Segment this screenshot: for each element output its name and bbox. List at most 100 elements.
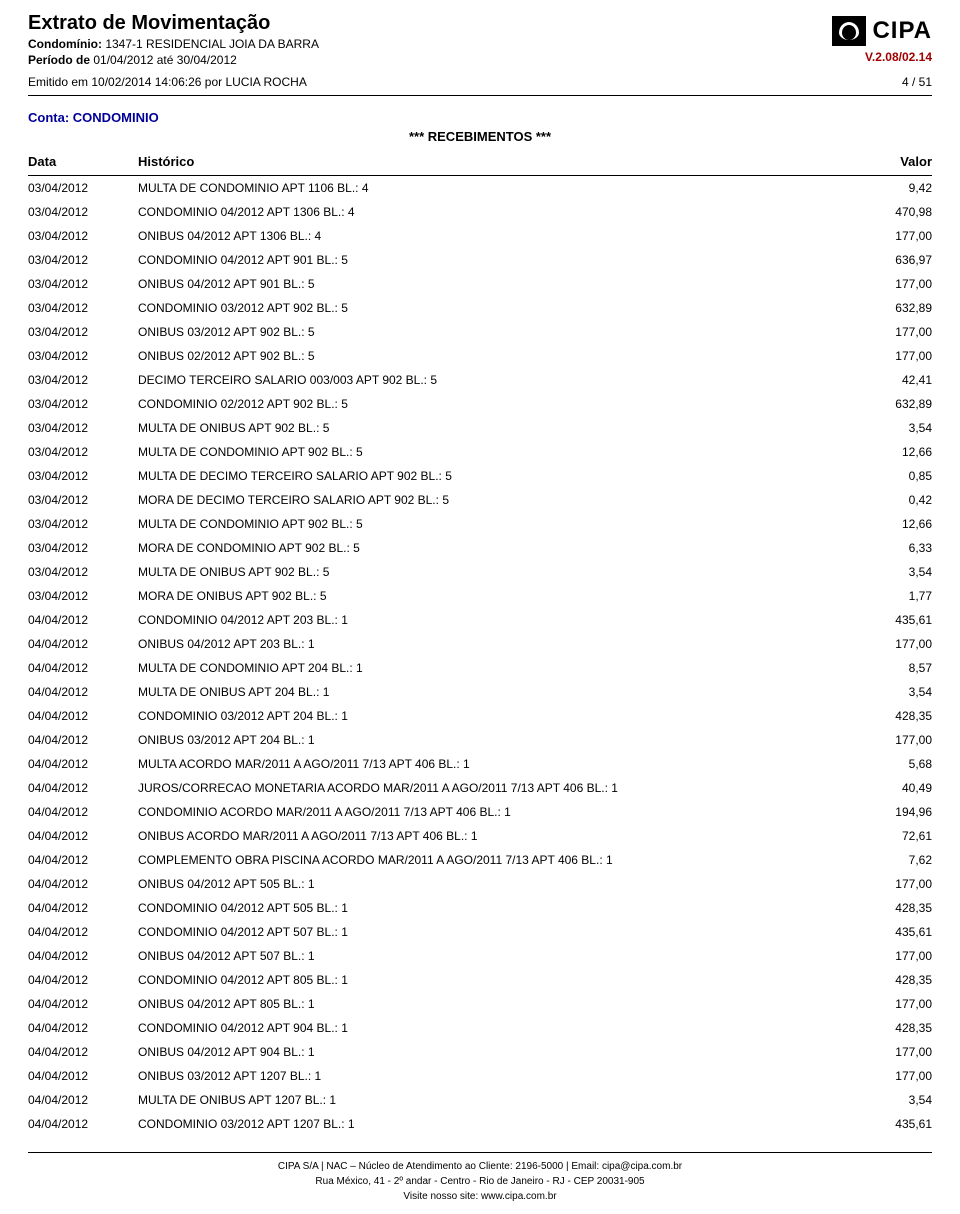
cell-data: 03/04/2012 <box>28 584 138 608</box>
table-row: 03/04/2012MULTA DE CONDOMINIO APT 902 BL… <box>28 512 932 536</box>
cell-valor: 7,62 <box>842 848 932 872</box>
table-row: 03/04/2012ONIBUS 02/2012 APT 902 BL.: 51… <box>28 344 932 368</box>
table-row: 04/04/2012MULTA ACORDO MAR/2011 A AGO/20… <box>28 752 932 776</box>
cell-data: 04/04/2012 <box>28 920 138 944</box>
cell-historico: DECIMO TERCEIRO SALARIO 003/003 APT 902 … <box>138 368 842 392</box>
table-row: 04/04/2012CONDOMINIO 04/2012 APT 203 BL.… <box>28 608 932 632</box>
table-row: 04/04/2012ONIBUS 04/2012 APT 507 BL.: 11… <box>28 944 932 968</box>
cell-valor: 177,00 <box>842 1040 932 1064</box>
cell-data: 03/04/2012 <box>28 344 138 368</box>
table-row: 04/04/2012MULTA DE CONDOMINIO APT 204 BL… <box>28 656 932 680</box>
cell-historico: MULTA DE ONIBUS APT 902 BL.: 5 <box>138 416 842 440</box>
cell-data: 03/04/2012 <box>28 536 138 560</box>
cell-historico: MULTA DE ONIBUS APT 1207 BL.: 1 <box>138 1088 842 1112</box>
period-line: Período de 01/04/2012 até 30/04/2012 <box>28 53 832 67</box>
table-row: 03/04/2012CONDOMINIO 04/2012 APT 1306 BL… <box>28 200 932 224</box>
cell-historico: CONDOMINIO 04/2012 APT 904 BL.: 1 <box>138 1016 842 1040</box>
cell-valor: 177,00 <box>842 224 932 248</box>
table-row: 03/04/2012CONDOMINIO 02/2012 APT 902 BL.… <box>28 392 932 416</box>
header: Extrato de Movimentação Condomínio: 1347… <box>28 12 932 69</box>
brand-block: CIPA V.2.08/02.14 <box>832 12 932 64</box>
cell-valor: 632,89 <box>842 392 932 416</box>
table-row: 04/04/2012CONDOMINIO 03/2012 APT 204 BL.… <box>28 704 932 728</box>
cell-data: 04/04/2012 <box>28 1064 138 1088</box>
cell-historico: MULTA DE ONIBUS APT 902 BL.: 5 <box>138 560 842 584</box>
cell-valor: 3,54 <box>842 1088 932 1112</box>
table-row: 03/04/2012DECIMO TERCEIRO SALARIO 003/00… <box>28 368 932 392</box>
title-block: Extrato de Movimentação Condomínio: 1347… <box>28 12 832 69</box>
cell-valor: 177,00 <box>842 320 932 344</box>
footer-line-3: Visite nosso site: www.cipa.com.br <box>28 1189 932 1204</box>
cell-valor: 177,00 <box>842 272 932 296</box>
cell-historico: ONIBUS 02/2012 APT 902 BL.: 5 <box>138 344 842 368</box>
cell-historico: CONDOMINIO 04/2012 APT 203 BL.: 1 <box>138 608 842 632</box>
table-row: 03/04/2012CONDOMINIO 03/2012 APT 902 BL.… <box>28 296 932 320</box>
condo-value: 1347-1 RESIDENCIAL JOIA DA BARRA <box>105 37 319 51</box>
table-row: 03/04/2012MULTA DE CONDOMINIO APT 1106 B… <box>28 176 932 201</box>
cell-data: 04/04/2012 <box>28 752 138 776</box>
table-row: 04/04/2012ONIBUS 03/2012 APT 1207 BL.: 1… <box>28 1064 932 1088</box>
cell-valor: 72,61 <box>842 824 932 848</box>
table-row: 03/04/2012CONDOMINIO 04/2012 APT 901 BL.… <box>28 248 932 272</box>
cell-valor: 0,42 <box>842 488 932 512</box>
cell-valor: 428,35 <box>842 896 932 920</box>
account-label: Conta: <box>28 110 69 125</box>
cell-historico: CONDOMINIO 04/2012 APT 507 BL.: 1 <box>138 920 842 944</box>
cell-data: 03/04/2012 <box>28 488 138 512</box>
cell-valor: 428,35 <box>842 1016 932 1040</box>
cell-data: 04/04/2012 <box>28 824 138 848</box>
cell-historico: CONDOMINIO 04/2012 APT 505 BL.: 1 <box>138 896 842 920</box>
version-text: V.2.08/02.14 <box>832 50 932 64</box>
cell-valor: 42,41 <box>842 368 932 392</box>
cell-historico: CONDOMINIO 03/2012 APT 902 BL.: 5 <box>138 296 842 320</box>
cell-valor: 0,85 <box>842 464 932 488</box>
brand-logo: CIPA <box>832 16 932 46</box>
page-number: 4 / 51 <box>902 75 932 89</box>
cell-historico: MORA DE CONDOMINIO APT 902 BL.: 5 <box>138 536 842 560</box>
cell-data: 04/04/2012 <box>28 1088 138 1112</box>
table-row: 03/04/2012MORA DE ONIBUS APT 902 BL.: 51… <box>28 584 932 608</box>
cell-historico: ONIBUS 04/2012 APT 805 BL.: 1 <box>138 992 842 1016</box>
cell-valor: 435,61 <box>842 920 932 944</box>
section-title: *** RECEBIMENTOS *** <box>28 129 932 144</box>
cell-historico: ONIBUS 04/2012 APT 505 BL.: 1 <box>138 872 842 896</box>
cell-data: 03/04/2012 <box>28 296 138 320</box>
account-name: CONDOMINIO <box>73 110 159 125</box>
table-row: 04/04/2012CONDOMINIO 04/2012 APT 507 BL.… <box>28 920 932 944</box>
footer-line-2: Rua México, 41 - 2º andar - Centro - Rio… <box>28 1174 932 1189</box>
cell-historico: JUROS/CORRECAO MONETARIA ACORDO MAR/2011… <box>138 776 842 800</box>
cell-data: 03/04/2012 <box>28 224 138 248</box>
period-label: Período de <box>28 53 90 67</box>
cell-data: 04/04/2012 <box>28 944 138 968</box>
col-header-data: Data <box>28 150 138 176</box>
table-row: 03/04/2012ONIBUS 04/2012 APT 901 BL.: 51… <box>28 272 932 296</box>
cell-data: 04/04/2012 <box>28 1112 138 1136</box>
table-row: 04/04/2012ONIBUS 04/2012 APT 203 BL.: 11… <box>28 632 932 656</box>
col-header-valor: Valor <box>842 150 932 176</box>
cell-historico: ONIBUS 04/2012 APT 507 BL.: 1 <box>138 944 842 968</box>
cell-data: 04/04/2012 <box>28 872 138 896</box>
cell-valor: 177,00 <box>842 344 932 368</box>
cell-data: 04/04/2012 <box>28 680 138 704</box>
cell-valor: 177,00 <box>842 944 932 968</box>
cell-valor: 3,54 <box>842 680 932 704</box>
cell-data: 03/04/2012 <box>28 368 138 392</box>
cell-valor: 12,66 <box>842 440 932 464</box>
cell-historico: CONDOMINIO 04/2012 APT 1306 BL.: 4 <box>138 200 842 224</box>
table-row: 03/04/2012MULTA DE DECIMO TERCEIRO SALAR… <box>28 464 932 488</box>
cell-valor: 632,89 <box>842 296 932 320</box>
emitted-row: Emitido em 10/02/2014 14:06:26 por LUCIA… <box>28 75 932 95</box>
cell-valor: 3,54 <box>842 416 932 440</box>
table-row: 04/04/2012MULTA DE ONIBUS APT 204 BL.: 1… <box>28 680 932 704</box>
cell-data: 04/04/2012 <box>28 848 138 872</box>
cell-historico: MORA DE ONIBUS APT 902 BL.: 5 <box>138 584 842 608</box>
table-row: 04/04/2012ONIBUS 04/2012 APT 505 BL.: 11… <box>28 872 932 896</box>
condo-label: Condomínio: <box>28 37 102 51</box>
cell-valor: 9,42 <box>842 176 932 201</box>
cell-historico: MULTA DE CONDOMINIO APT 204 BL.: 1 <box>138 656 842 680</box>
table-row: 03/04/2012ONIBUS 03/2012 APT 902 BL.: 51… <box>28 320 932 344</box>
table-row: 03/04/2012MULTA DE ONIBUS APT 902 BL.: 5… <box>28 560 932 584</box>
cell-valor: 177,00 <box>842 992 932 1016</box>
cell-data: 04/04/2012 <box>28 896 138 920</box>
col-header-historico: Histórico <box>138 150 842 176</box>
